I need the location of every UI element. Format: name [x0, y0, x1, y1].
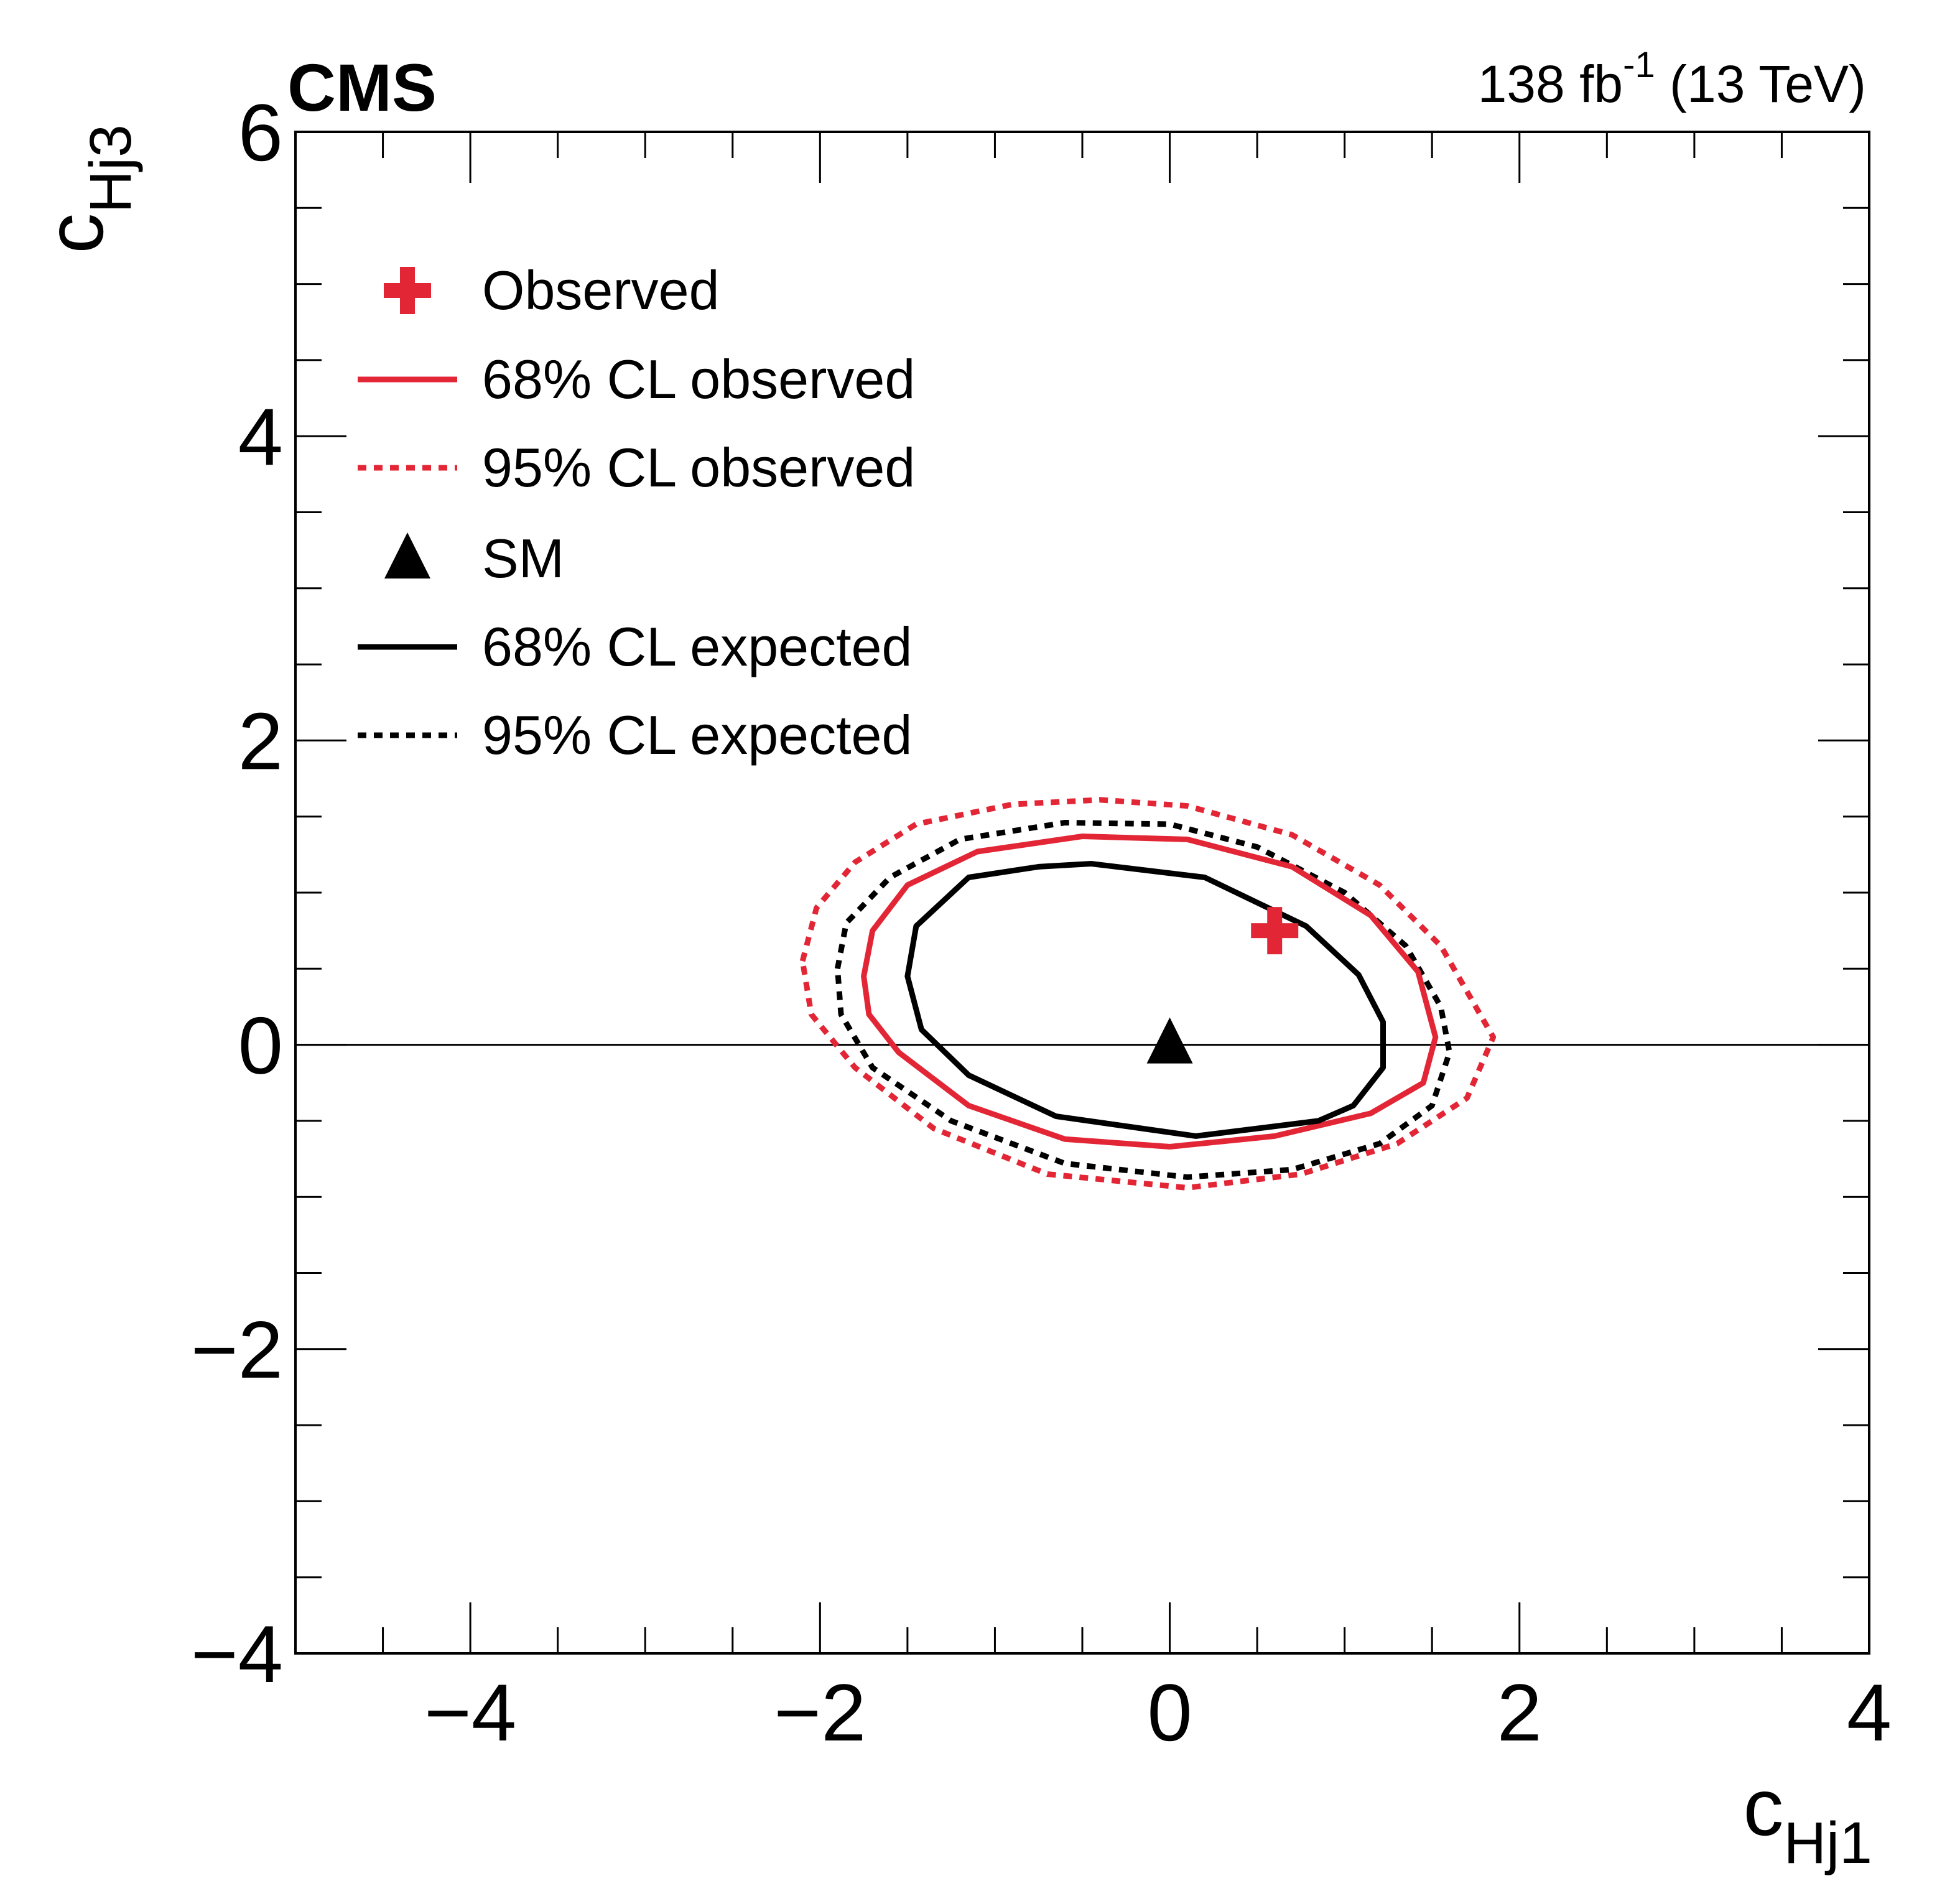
y-tick-label: 0 — [238, 1000, 283, 1091]
lumi-suffix: (13 TeV) — [1655, 55, 1866, 113]
legend-entry-observed: Observed — [384, 259, 720, 321]
x-tick-label: −2 — [774, 1667, 866, 1758]
x-tick-label: 2 — [1497, 1667, 1542, 1758]
plot-frame — [294, 131, 1870, 1655]
legend-entry-68-expected: 68% CL expected — [358, 616, 912, 677]
legend: Observed 68% CL observed 95% CL observed… — [358, 259, 915, 766]
x-tick-label: −4 — [424, 1667, 516, 1758]
y-tick-label: 4 — [238, 391, 283, 482]
lumi-prefix: 138 fb — [1478, 55, 1623, 113]
contour-68-cl-expected — [904, 861, 1386, 1139]
legend-label-68-observed: 68% CL observed — [482, 348, 915, 410]
legend-entry-95-observed: 95% CL observed — [358, 437, 915, 498]
legend-entry-sm: SM — [384, 527, 564, 589]
legend-entry-68-observed: 68% CL observed — [358, 348, 915, 410]
y-tick-label: −4 — [191, 1609, 283, 1699]
y-tick-label: 6 — [238, 87, 283, 178]
legend-entry-95-expected: 95% CL expected — [358, 704, 912, 766]
contour-95-cl-observed — [799, 797, 1497, 1191]
legend-triangle-shape — [384, 532, 430, 578]
markers-layer — [1146, 907, 1299, 1064]
red-cross-marker-icon — [384, 267, 431, 314]
y-axis-title-main: c — [29, 213, 120, 254]
legend-label-95-expected: 95% CL expected — [482, 704, 912, 766]
y-axis-title: cHj3 — [29, 124, 144, 254]
legend-label-sm: SM — [482, 527, 564, 589]
x-tick-label: 4 — [1847, 1667, 1892, 1758]
experiment-label: CMS — [287, 50, 437, 125]
y-tick-label: 2 — [238, 695, 283, 786]
x-axis-title-sub: Hj1 — [1783, 1810, 1872, 1876]
y-tick-label: −2 — [191, 1304, 283, 1395]
y-axis-title-sub: Hj3 — [78, 124, 144, 213]
tick-labels: −4 −2 0 2 4 −4 −2 0 2 4 6 — [191, 87, 1892, 1758]
contour-95-cl-expected — [834, 820, 1452, 1180]
x-tick-label: 0 — [1147, 1667, 1192, 1758]
x-axis-title-main: c — [1743, 1762, 1783, 1852]
observed-point — [1251, 907, 1299, 955]
sm-point — [1146, 1017, 1193, 1064]
contours-layer — [799, 797, 1497, 1191]
legend-label-68-expected: 68% CL expected — [482, 616, 912, 677]
lumi-exponent: -1 — [1623, 45, 1655, 85]
black-triangle-marker-icon — [384, 532, 430, 578]
legend-label-95-observed: 95% CL observed — [482, 437, 915, 498]
contour-68-cl-observed — [861, 834, 1439, 1150]
luminosity-label: 138 fb-1 (13 TeV) — [1478, 45, 1866, 113]
legend-label-observed: Observed — [482, 259, 720, 321]
x-axis-title: cHj1 — [1743, 1762, 1872, 1876]
legend-cross-shape — [384, 267, 431, 314]
